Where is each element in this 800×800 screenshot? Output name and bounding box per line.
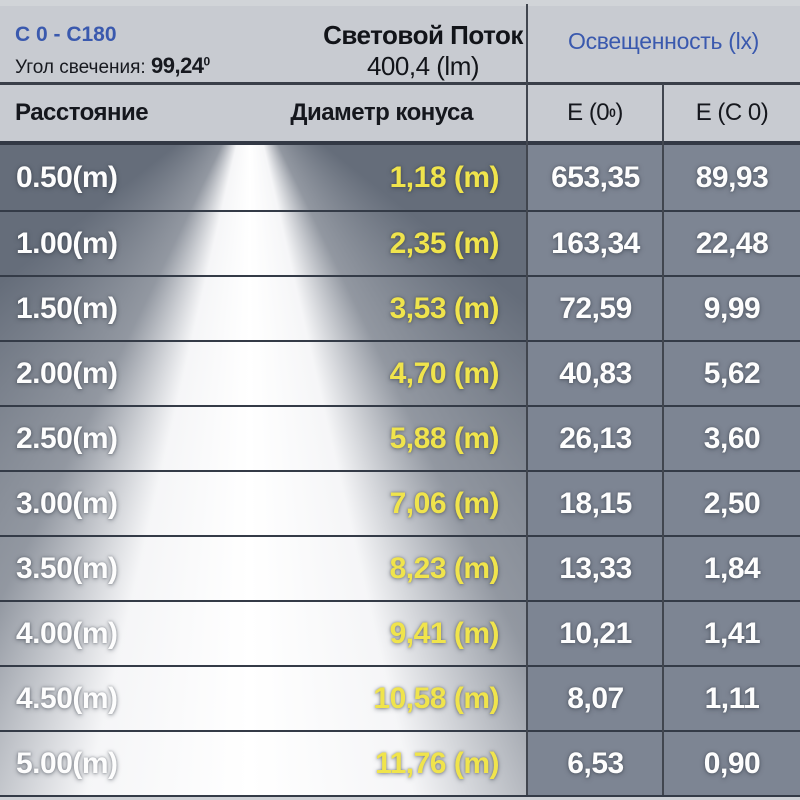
grid-vertical-line-2 <box>662 84 664 795</box>
table-top-border <box>0 141 800 145</box>
e0-cell: 6,53 <box>567 746 624 780</box>
e0-cell: 18,15 <box>559 486 632 520</box>
table-row: 4.50(m) 10,58 (m) 8,07 1,11 <box>0 665 800 730</box>
light-cone-gradient <box>0 145 527 795</box>
diameter-cell: 5,88 (m) <box>389 421 500 455</box>
diameter-cell: 11,76 (m) <box>375 746 499 780</box>
diameter-cell: 1,18 (m) <box>389 160 500 194</box>
e0-cell: 72,59 <box>559 291 632 325</box>
ec0-cell: 5,62 <box>703 356 761 390</box>
table-row: 0.50(m) 1,18 (m) 653,35 89,93 <box>0 145 800 210</box>
distance-cell: 1.50(m) <box>16 291 118 325</box>
luminous-flux-block: Световой Поток 400,4 (lm) <box>318 20 528 81</box>
e0-cell: 163,34 <box>551 226 640 260</box>
distance-cell: 2.50(m) <box>16 421 118 455</box>
beam-angle-label: Угол свечения: <box>15 57 146 79</box>
grid-vertical-line-1 <box>526 4 528 795</box>
ec0-cell: 0,90 <box>703 746 761 780</box>
luminous-flux-title: Световой Поток <box>323 20 523 50</box>
table-row: 5.00(m) 11,76 (m) 6,53 0,90 <box>0 730 800 795</box>
distance-cell: 5.00(m) <box>16 746 118 780</box>
diameter-cell: 9,41 (m) <box>389 616 500 650</box>
e0-cell: 26,13 <box>559 421 632 455</box>
diameter-cell: 4,70 (m) <box>389 356 500 390</box>
e0-cell: 40,83 <box>559 356 632 390</box>
e0-cell: 653,35 <box>551 160 640 194</box>
ec0-cell: 3,60 <box>703 421 761 455</box>
diameter-cell: 10,58 (m) <box>373 681 499 715</box>
illuminance-title: Освещенность (lx) <box>567 28 760 54</box>
beam-angle-degree-sup: 0 <box>203 54 211 69</box>
table-row: 4.00(m) 9,41 (m) 10,21 1,41 <box>0 600 800 665</box>
distance-cell: 3.50(m) <box>16 551 118 585</box>
column-headers-row: Расстояние Диаметр конуса E (0 0) E (C 0) <box>0 85 800 141</box>
diameter-cell: 2,35 (m) <box>389 226 500 260</box>
table-row: 1.50(m) 3,53 (m) 72,59 9,99 <box>0 275 800 340</box>
distance-cell: 4.00(m) <box>16 616 118 650</box>
table-row: 3.50(m) 8,23 (m) 13,33 1,84 <box>0 535 800 600</box>
e0-label-post: ) <box>615 99 623 126</box>
column-header-distance: Расстояние <box>15 99 149 126</box>
distance-cell: 3.00(m) <box>16 486 118 520</box>
distance-cell: 4.50(m) <box>16 681 118 715</box>
distance-cell: 2.00(m) <box>16 356 118 390</box>
illuminance-header-cell: Освещенность (lx) <box>527 0 800 83</box>
beam-angle-value: 99,24 <box>150 53 204 79</box>
ec0-cell: 2,50 <box>703 486 761 520</box>
e0-cell: 13,33 <box>559 551 632 585</box>
luminous-flux-value: 400,4 (lm) <box>366 50 480 81</box>
table-rows: 0.50(m) 1,18 (m) 653,35 89,93 1.00(m) 2,35… <box>0 145 800 795</box>
table-row: 2.00(m) 4,70 (m) 40,83 5,62 <box>0 340 800 405</box>
table-row: 2.50(m) 5,88 (m) 26,13 3,60 <box>0 405 800 470</box>
e0-label-pre: E (0 <box>567 99 610 126</box>
ec0-cell: 22,48 <box>695 226 769 260</box>
ec0-cell: 1,84 <box>703 551 761 585</box>
diameter-cell: 8,23 (m) <box>389 551 500 585</box>
beam-angle-line: Угол свечения: 99,240 <box>15 52 210 80</box>
diameter-cell: 3,53 (m) <box>389 291 500 325</box>
e0-cell: 10,21 <box>559 616 632 650</box>
ec0-cell: 9,99 <box>703 291 761 325</box>
c-plane-range-label: С 0 - С180 <box>15 23 117 46</box>
bottom-margin-strip <box>0 797 800 800</box>
table-bottom-border <box>0 795 800 797</box>
top-margin-strip <box>0 0 800 6</box>
e0-cell: 8,07 <box>567 681 624 715</box>
ec0-cell: 89,93 <box>695 160 769 194</box>
ec0-cell: 1,11 <box>704 681 760 715</box>
column-header-cone-diameter: Диаметр конуса <box>290 99 473 126</box>
table-row: 3.00(m) 7,06 (m) 18,15 2,50 <box>0 470 800 535</box>
header-left-block: С 0 - С180 Угол свечения: 99,240 <box>15 22 210 80</box>
column-header-e0: E (0 0) <box>567 99 623 126</box>
table-body: 0.50(m) 1,18 (m) 653,35 89,93 1.00(m) 2,35… <box>0 145 800 795</box>
header-divider-line <box>0 82 800 85</box>
distance-cell: 1.00(m) <box>16 226 118 260</box>
column-header-ec0: E (C 0) <box>695 99 769 126</box>
ec0-cell: 1,41 <box>703 616 761 650</box>
distance-cell: 0.50(m) <box>16 160 118 194</box>
diameter-cell: 7,06 (m) <box>389 486 500 520</box>
table-row: 1.00(m) 2,35 (m) 163,34 22,48 <box>0 210 800 275</box>
